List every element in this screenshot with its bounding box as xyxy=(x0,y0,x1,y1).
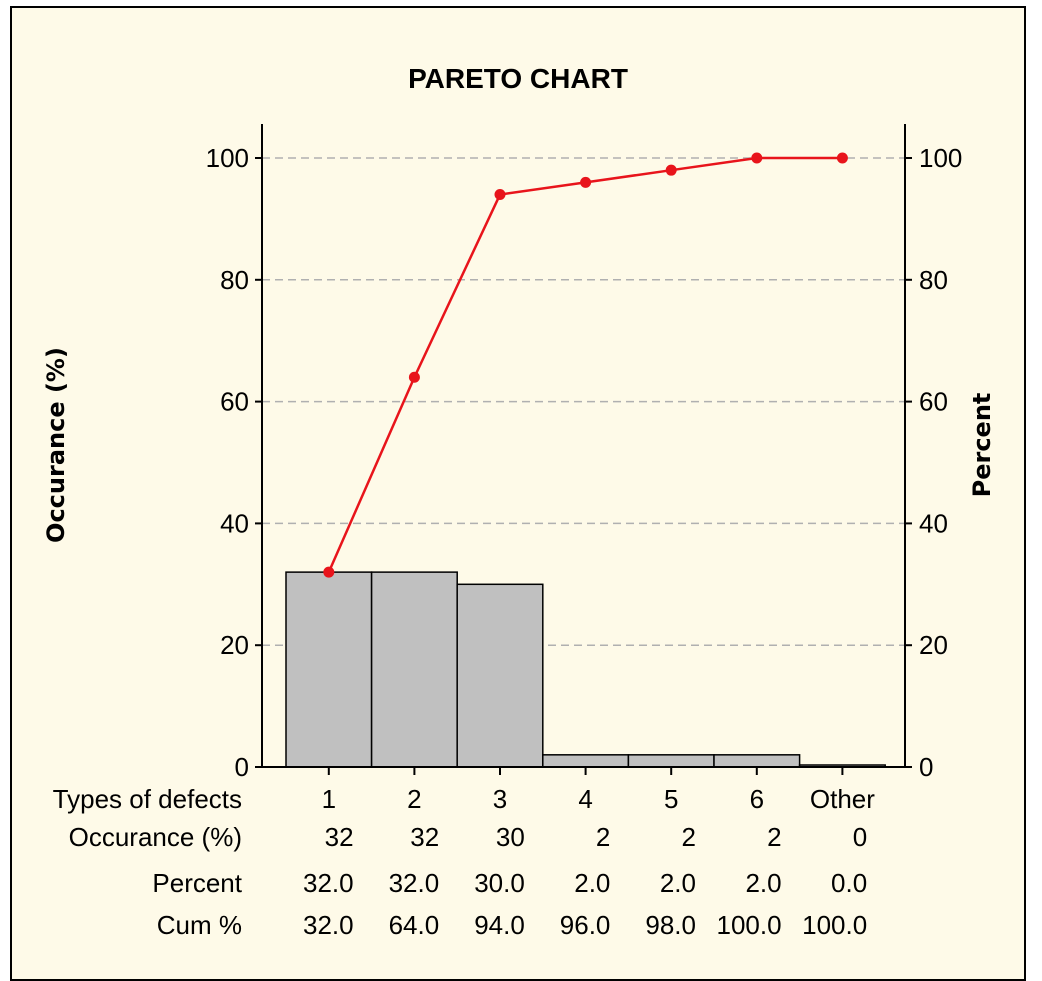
table-cell: 0 xyxy=(853,822,867,852)
table-cell: 2.0 xyxy=(660,868,696,898)
table-row-label: Percent xyxy=(152,868,242,898)
bar xyxy=(370,571,458,768)
chart-title: PARETO CHART xyxy=(408,63,628,94)
x-tick-label: 2 xyxy=(407,784,421,814)
table-cell: 32 xyxy=(325,822,354,852)
table-cell: 2 xyxy=(767,822,781,852)
cumulative-point xyxy=(665,164,677,176)
table-cell: 94.0 xyxy=(474,910,525,940)
table-cell: 100.0 xyxy=(802,910,867,940)
y2-tick-label: 100 xyxy=(919,143,962,173)
y-axis-label: Occurance (%) xyxy=(42,347,70,543)
cumulative-point xyxy=(836,152,848,164)
y2-tick-label: 20 xyxy=(919,630,948,660)
table-cell: 30 xyxy=(496,822,525,852)
x-tick-label: 1 xyxy=(322,784,336,814)
table-cell: 32 xyxy=(410,822,439,852)
table-cell: 32.0 xyxy=(303,910,354,940)
table-cell: 96.0 xyxy=(560,910,611,940)
y-tick-label: 100 xyxy=(206,143,249,173)
table-cell: 64.0 xyxy=(389,910,440,940)
y-tick-label: 80 xyxy=(220,265,249,295)
bar xyxy=(627,754,715,768)
table-row-label: Occurance (%) xyxy=(69,822,242,852)
y2-tick-label: 80 xyxy=(919,265,948,295)
cumulative-polyline xyxy=(327,156,843,573)
y-tick-label: 20 xyxy=(220,630,249,660)
axes xyxy=(255,124,912,768)
cumulative-line xyxy=(323,152,848,578)
bar xyxy=(456,583,544,768)
data-table: Types of defects Occurance (%) Percent Cum … xyxy=(53,784,876,940)
y2-axis-label: Percent xyxy=(968,393,996,498)
ticks: 0 20 40 60 80 100 0 20 40 60 80 100 xyxy=(206,143,963,782)
table-cell: 2 xyxy=(682,822,696,852)
y2-tick-label: 60 xyxy=(919,387,948,417)
table-cell: 32.0 xyxy=(389,868,440,898)
cumulative-point xyxy=(751,152,763,164)
y2-tick-label: 40 xyxy=(919,508,948,538)
bar xyxy=(285,571,373,768)
x-tick-label: Other xyxy=(810,784,875,814)
table-cell: 0.0 xyxy=(831,868,867,898)
y-tick-label: 0 xyxy=(235,752,249,782)
cumulative-point xyxy=(408,371,420,383)
x-tick-label: 5 xyxy=(664,784,678,814)
bar xyxy=(713,754,801,768)
table-cell: 30.0 xyxy=(474,868,525,898)
x-tick-label: 4 xyxy=(578,784,592,814)
cumulative-point xyxy=(323,566,335,578)
table-cell: 2.0 xyxy=(574,868,610,898)
cumulative-point xyxy=(580,176,592,188)
y-tick-label: 60 xyxy=(220,387,249,417)
y-tick-label: 40 xyxy=(220,508,249,538)
bars xyxy=(285,571,886,768)
table-cell: 100.0 xyxy=(717,910,782,940)
bar xyxy=(542,754,630,768)
table-cell: 32.0 xyxy=(303,868,354,898)
x-tick-label: 3 xyxy=(493,784,507,814)
cumulative-point xyxy=(494,189,506,201)
table-cell: 2.0 xyxy=(745,868,781,898)
table-cell: 98.0 xyxy=(645,910,696,940)
y2-tick-label: 0 xyxy=(919,752,933,782)
x-tick-label: 6 xyxy=(750,784,764,814)
table-row-label: Cum % xyxy=(157,910,242,940)
table-cell: 2 xyxy=(596,822,610,852)
chart-frame xyxy=(10,6,1026,981)
table-row-label: Types of defects xyxy=(53,784,242,814)
